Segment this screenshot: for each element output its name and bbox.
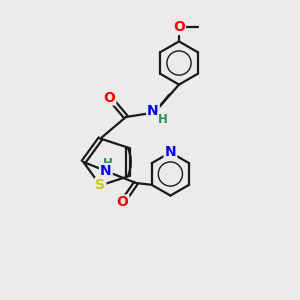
Text: N: N	[165, 146, 176, 159]
Text: H: H	[158, 112, 168, 126]
Text: O: O	[116, 196, 128, 209]
Text: O: O	[103, 91, 115, 104]
Text: S: S	[95, 178, 105, 192]
Text: O: O	[173, 20, 185, 34]
Text: H: H	[103, 157, 112, 170]
Text: N: N	[100, 164, 112, 178]
Text: N: N	[147, 104, 159, 118]
